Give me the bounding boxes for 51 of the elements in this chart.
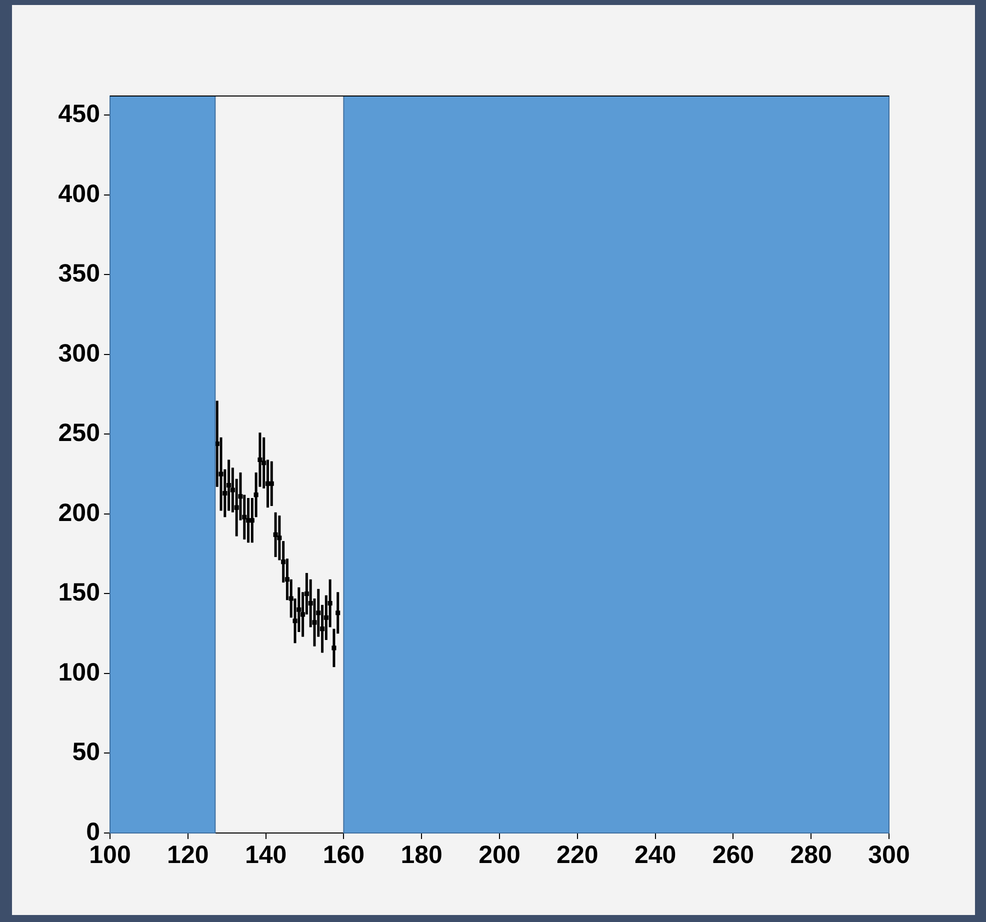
- x-tick-label: 120: [167, 840, 209, 869]
- point: [308, 601, 313, 606]
- point: [250, 518, 254, 523]
- point: [254, 492, 258, 498]
- point: [222, 490, 228, 496]
- x-tick-label: 160: [322, 840, 365, 869]
- point: [296, 607, 302, 612]
- y-tick-label: 450: [58, 100, 100, 128]
- y-tick-label: 0: [86, 818, 100, 846]
- x-tick-label: 300: [868, 840, 910, 869]
- point: [262, 460, 266, 466]
- x-tick-label: 200: [478, 840, 520, 869]
- point: [273, 532, 278, 537]
- point: [218, 472, 224, 476]
- point: [316, 610, 321, 616]
- point: [258, 457, 262, 462]
- y-tick-label: 100: [58, 658, 100, 686]
- point: [324, 615, 328, 620]
- y-tick-label: 350: [58, 260, 100, 288]
- point: [242, 514, 247, 520]
- point: [269, 481, 274, 486]
- y-tick-label: 50: [72, 738, 100, 766]
- y-tick-label: 150: [58, 578, 100, 607]
- point: [277, 536, 282, 540]
- x-tick-label: 240: [634, 840, 676, 869]
- y-tick-label: 200: [58, 498, 100, 527]
- point: [288, 596, 294, 601]
- point: [284, 577, 290, 582]
- point: [336, 610, 340, 616]
- point: [304, 591, 309, 596]
- point: [281, 560, 286, 564]
- x-tick-label: 260: [712, 840, 754, 869]
- y-tick-label: 400: [58, 180, 100, 208]
- point: [246, 518, 251, 523]
- point: [328, 601, 332, 606]
- point: [238, 494, 243, 499]
- point: [300, 612, 306, 617]
- x-tick-label: 220: [556, 840, 598, 869]
- x-tick-label: 140: [244, 840, 287, 869]
- point: [320, 626, 325, 632]
- point: [226, 482, 232, 488]
- point: [265, 481, 270, 486]
- x-tick-label: 180: [400, 840, 442, 869]
- x-tick-label: 280: [790, 840, 832, 869]
- y-tick-label: 250: [58, 419, 100, 448]
- point: [312, 620, 317, 625]
- point: [332, 646, 336, 650]
- point: [292, 618, 298, 624]
- point: [230, 488, 235, 492]
- point: [234, 505, 239, 510]
- y-tick-label: 300: [58, 339, 100, 368]
